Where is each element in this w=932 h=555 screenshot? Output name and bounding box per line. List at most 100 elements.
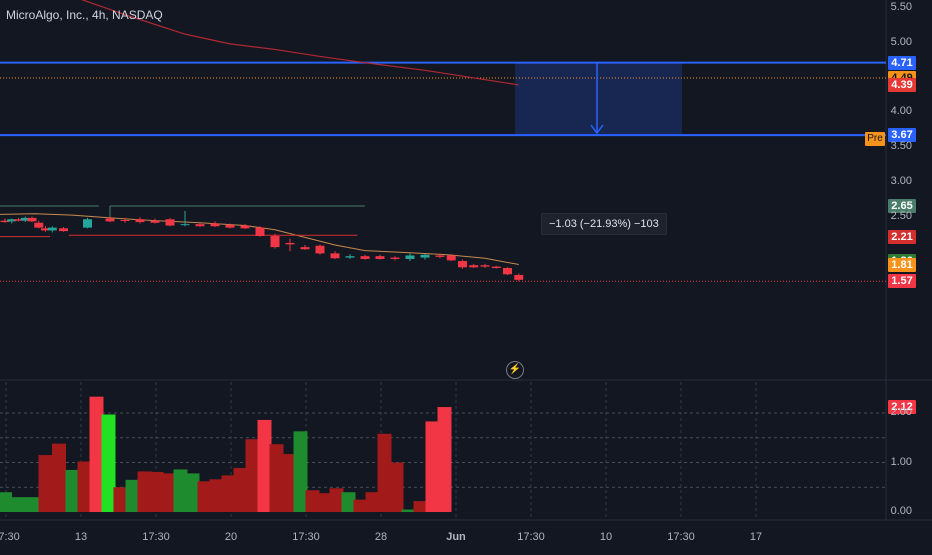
price-tag-ma: 4.39 — [888, 77, 916, 92]
volume-bar — [161, 473, 176, 512]
candle-body — [480, 265, 490, 267]
candle-body — [135, 219, 145, 223]
volume-bar — [173, 469, 188, 512]
volume-bar — [269, 444, 284, 512]
volume-bar — [317, 493, 332, 512]
candle-body — [446, 255, 456, 261]
volume-bar — [77, 461, 92, 512]
candle-body — [59, 228, 68, 232]
time-axis-label: Jun — [446, 531, 466, 543]
volume-bar — [221, 475, 236, 512]
volume-bar — [11, 497, 26, 512]
candle-body — [315, 245, 325, 254]
candle-body — [210, 223, 220, 227]
candle-body — [345, 256, 355, 258]
candle-body — [491, 266, 501, 269]
volume-bar — [89, 396, 104, 512]
price-tag-last: 1.57 — [888, 274, 916, 289]
measure-label: −1.03 (−21.93%) −103 — [541, 213, 667, 235]
time-axis-label: 20 — [224, 531, 238, 543]
candle-body — [165, 219, 175, 226]
time-axis-label: 17:30 — [0, 531, 20, 543]
candle-body — [47, 227, 57, 231]
candle-body — [195, 224, 205, 227]
candle-body — [225, 224, 235, 228]
volume-bar — [0, 492, 12, 512]
candle-body — [20, 217, 30, 221]
symbol-title: MicroAlgo, Inc., 4h, NASDAQ — [6, 8, 163, 22]
volume-bar — [437, 407, 452, 512]
time-axis-label: 17:30 — [292, 531, 320, 543]
candle-body — [0, 220, 10, 223]
candle-body — [390, 257, 400, 259]
time-axis-label: 17:30 — [142, 531, 170, 543]
candle-body — [420, 254, 430, 258]
price-axis-label: 2.50 — [890, 209, 912, 222]
price-tag-4-71: 4.71 — [888, 55, 916, 70]
volume-bar — [389, 462, 404, 512]
candle-body — [14, 219, 23, 221]
volume-bar — [365, 492, 380, 512]
volume-bar — [245, 439, 260, 512]
volume-bar — [125, 479, 140, 512]
volume-bar — [137, 471, 152, 512]
candle-body — [375, 256, 385, 259]
candle-body — [7, 219, 17, 222]
volume-bar — [101, 414, 116, 512]
volume-bar — [281, 454, 296, 512]
volume-axis-label: 2.00 — [890, 406, 912, 418]
time-axis-label: 17:30 — [517, 531, 545, 543]
volume-bar — [52, 443, 66, 512]
volume-bar — [353, 499, 368, 512]
volume-bar — [341, 492, 356, 512]
candle-body — [435, 255, 445, 257]
candle-body — [83, 219, 92, 228]
time-axis-label: 13 — [74, 531, 88, 543]
lightning-icon[interactable]: ⚡ — [506, 361, 524, 379]
price-axis-label: 5.50 — [890, 0, 912, 13]
volume-bar — [377, 433, 392, 512]
time-axis-label: 10 — [599, 531, 613, 543]
candle-body — [105, 218, 115, 222]
volume-bar — [413, 501, 428, 512]
price-axis-label: 4.00 — [890, 105, 912, 118]
candle-body — [360, 256, 370, 259]
volume-bar — [38, 455, 53, 512]
candle-body — [270, 235, 280, 248]
volume-bar — [185, 473, 200, 512]
moving-average-fast — [0, 213, 519, 266]
candle-body — [330, 253, 340, 259]
time-axis-label: 17 — [749, 531, 763, 543]
volume-tag-last: 2.12 — [888, 400, 916, 415]
volume-bar — [65, 469, 80, 512]
candle-body — [27, 217, 37, 222]
candle-body — [285, 242, 295, 245]
volume-bar — [401, 509, 416, 512]
volume-bar — [233, 467, 248, 512]
candle-body — [458, 261, 467, 268]
volume-bar — [305, 490, 320, 512]
candle-body — [150, 220, 160, 223]
candle-body — [503, 268, 512, 275]
volume-bar — [329, 488, 344, 512]
price-axis-label: 5.00 — [890, 35, 912, 48]
price-tag-2-21: 2.21 — [888, 229, 916, 244]
volume-bar — [209, 479, 224, 512]
volume-axis-label: 1.00 — [890, 455, 912, 468]
volume-bar — [425, 421, 440, 512]
candle-body — [469, 265, 479, 268]
price-axis-label: 3.50 — [890, 139, 912, 152]
measure-zone — [515, 62, 682, 136]
candle-body — [180, 224, 190, 226]
price-tag-1-81: 1.81 — [888, 257, 916, 272]
volume-bar — [113, 487, 128, 512]
premarket-badge: Pre — [865, 132, 885, 146]
price-axis-label: 3.00 — [890, 174, 912, 187]
measure-arrow-head — [590, 124, 604, 135]
volume-bar — [25, 497, 39, 512]
volume-bar — [293, 431, 308, 512]
price-tag-2-65: 2.65 — [888, 199, 916, 214]
volume-bar — [149, 471, 164, 512]
